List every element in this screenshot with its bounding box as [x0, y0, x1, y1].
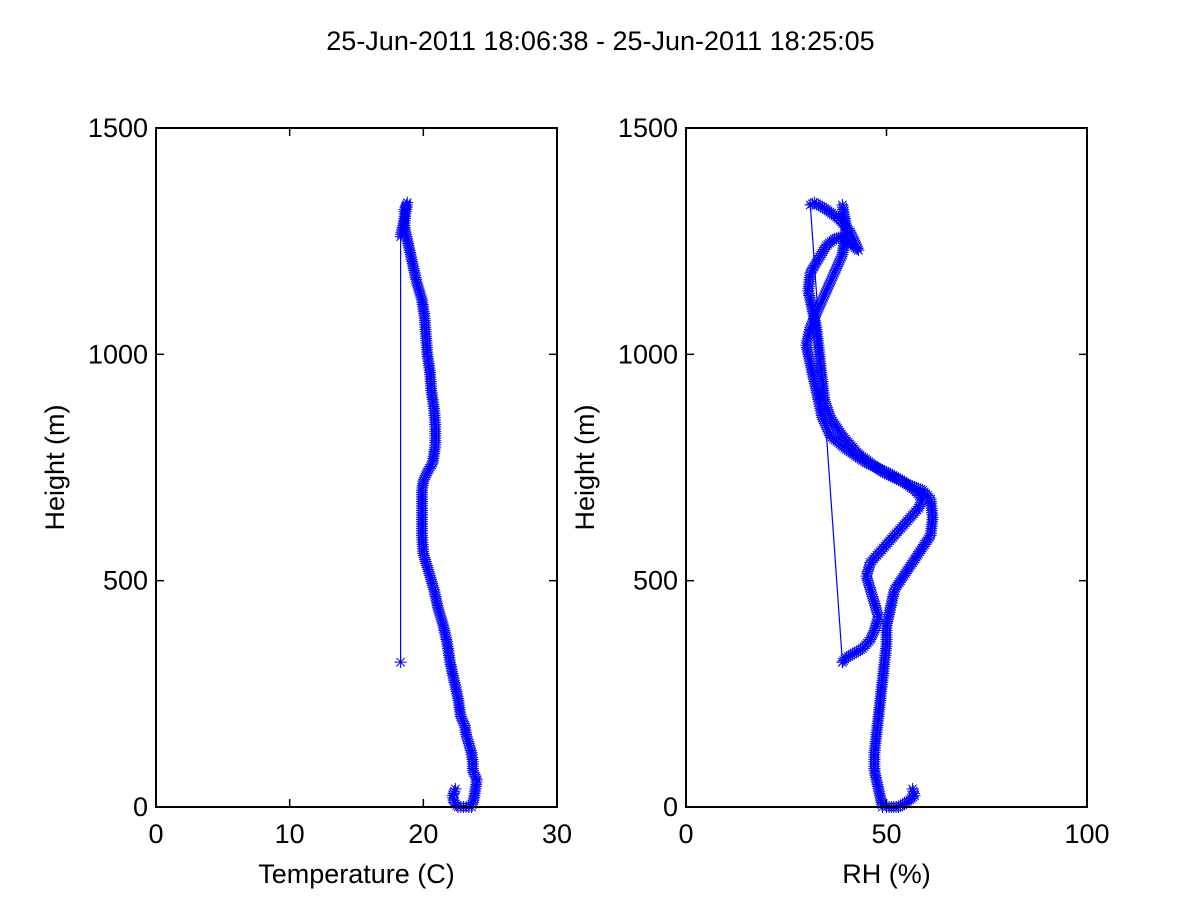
- data-point: [428, 585, 441, 598]
- x-tick-label: 0: [148, 819, 163, 849]
- y-tick-label: 1000: [618, 339, 678, 369]
- y-tick-label: 500: [633, 566, 678, 596]
- data-point: [462, 735, 475, 748]
- y-tick-label: 1500: [618, 113, 678, 143]
- y-tick-label: 0: [133, 792, 148, 822]
- x-tick-label: 50: [871, 819, 901, 849]
- figure-title: 25-Jun-2011 18:06:38 - 25-Jun-2011 18:25…: [326, 26, 875, 56]
- data-point: [906, 782, 919, 795]
- x-tick-label: 100: [1064, 819, 1109, 849]
- x-tick-label: 20: [408, 819, 438, 849]
- data-point: [462, 737, 475, 750]
- data-point: [461, 733, 474, 746]
- data-point: [861, 567, 874, 580]
- data-point: [449, 782, 462, 795]
- x-axis-label: Temperature (C): [258, 859, 455, 889]
- data-point: [907, 785, 920, 798]
- data-point: [417, 475, 430, 488]
- x-tick-label: 10: [275, 819, 305, 849]
- data-point: [862, 563, 875, 576]
- data-point: [394, 230, 407, 243]
- y-axis-label: Height (m): [570, 404, 600, 530]
- plot-frame: [155, 127, 558, 808]
- data-point: [421, 561, 434, 574]
- y-tick-label: 1000: [88, 339, 148, 369]
- data-point: [448, 785, 461, 798]
- series-1: [800, 198, 929, 669]
- data-point: [836, 198, 849, 211]
- data-point: [806, 197, 819, 210]
- data-point: [831, 258, 844, 271]
- data-point: [447, 787, 460, 800]
- y-tick-label: 0: [663, 792, 678, 822]
- x-axis-label: RH (%): [842, 859, 931, 889]
- data-point: [464, 742, 477, 755]
- series-0: [802, 196, 939, 813]
- y-tick-label: 1500: [88, 113, 148, 143]
- data-point: [864, 583, 877, 596]
- series-2: [880, 782, 921, 813]
- x-tick-label: 0: [678, 819, 693, 849]
- y-tick-label: 500: [103, 566, 148, 596]
- x-tick-label: 30: [542, 819, 572, 849]
- data-point: [804, 198, 817, 211]
- data-point: [819, 419, 832, 432]
- series-0: [394, 196, 483, 813]
- y-axis-label: Height (m): [40, 404, 70, 530]
- data-point: [908, 789, 921, 802]
- data-point: [395, 228, 408, 241]
- temperature-panel: 0 10 20 30 0 500 1000 1500 Temperature (C) Height…: [40, 113, 572, 889]
- data-point: [394, 656, 407, 669]
